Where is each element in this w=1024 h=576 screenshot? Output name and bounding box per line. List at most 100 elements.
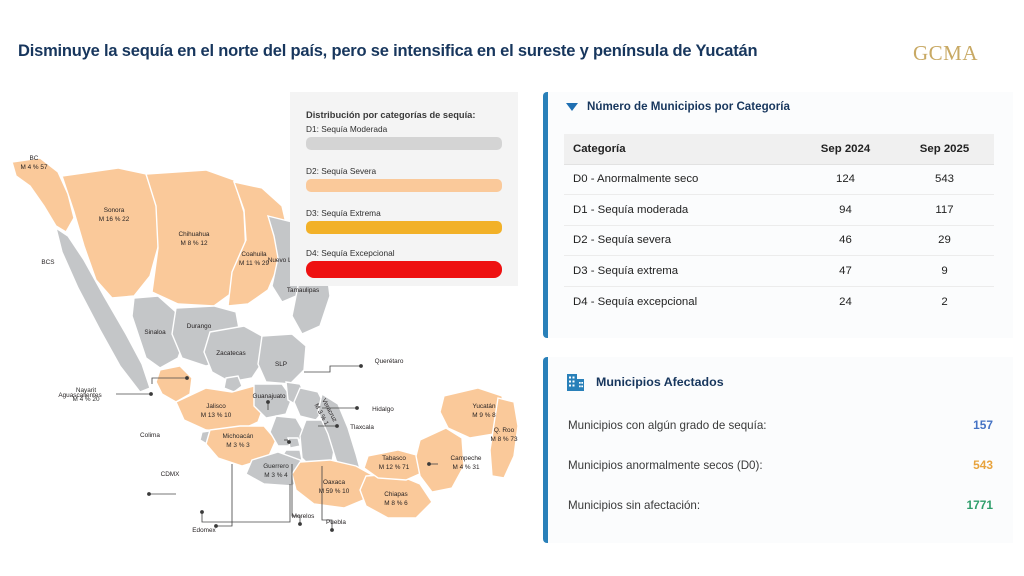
legend-label-d3: D3: Sequía Extrema xyxy=(306,208,381,218)
state-tabasco xyxy=(363,449,425,481)
map-label-tabasco-stat: M 12 % 71 xyxy=(379,464,410,471)
state-campeche xyxy=(415,427,465,493)
map-label-morelos: Morelos xyxy=(292,513,315,520)
state-aguascalientes xyxy=(223,375,243,393)
map-leader-lines xyxy=(116,364,438,532)
map-label-michoacan-name: Michoacán xyxy=(223,433,254,440)
map-label-chihuahua-stat: M 8 % 12 xyxy=(181,240,208,247)
legend-item-d4: D4: Sequía Excepcional xyxy=(306,248,502,278)
map-label-tlaxcala: Tlaxcala xyxy=(350,424,374,431)
legend-swatch-d3 xyxy=(306,221,502,234)
table-body: D0 - Anormalmente seco 124 543 D1 - Sequ… xyxy=(564,164,994,317)
map-label-coahuila-name: Coahuila xyxy=(241,251,267,258)
state-zacatecas xyxy=(203,325,265,383)
card-header: Municipios Afectados xyxy=(566,371,724,392)
legend-item-d3: D3: Sequía Extrema xyxy=(306,208,502,234)
map-label-chiapas-stat: M 8 % 6 xyxy=(384,500,408,507)
metric-row-anormalmente-secos: Municipios anormalmente secos (D0): 543 xyxy=(568,454,993,476)
map-label-yucatan-stat: M 9 % 8 xyxy=(472,412,496,419)
page-title: Disminuye la sequía en el norte del país… xyxy=(18,42,758,60)
map-label-queretaro: Querétaro xyxy=(375,358,404,365)
table-row: D3 - Sequía extrema 47 9 xyxy=(564,255,994,287)
map-label-sinaloa: Sinaloa xyxy=(144,329,166,336)
legend-title: Distribución por categorías de sequía: xyxy=(306,110,476,120)
map-label-nayarit-stat: M 4 % 20 xyxy=(73,396,100,403)
cell-categoria: D4 - Sequía excepcional xyxy=(573,295,698,308)
metric-value: 1771 xyxy=(966,498,993,512)
map-label-bc-stat: M 4 % 57 xyxy=(21,164,48,171)
legend-label-d2: D2: Sequía Severa xyxy=(306,166,377,176)
cell-sep2024: 94 xyxy=(796,194,895,226)
cell-categoria: D3 - Sequía extrema xyxy=(564,255,796,287)
map-label-slp: SLP xyxy=(275,361,287,368)
map-label-bcs: BCS xyxy=(41,259,54,266)
cell-sep2024: 47 xyxy=(796,255,895,287)
map-label-nayarit-name: Nayarit xyxy=(76,387,96,394)
title-bar: Disminuye la sequía en el norte del país… xyxy=(0,41,1024,80)
col-header-categoria: Categoría xyxy=(564,134,796,165)
metric-label: Municipios sin afectación: xyxy=(568,498,701,512)
metric-label: Municipios con algún grado de sequía: xyxy=(568,418,767,432)
card-accent-bar xyxy=(543,357,548,543)
map-label-jalisco-stat: M 13 % 10 xyxy=(201,412,232,419)
table-row: D0 - Anormalmente seco 124 543 xyxy=(564,164,994,195)
card-accent-bar xyxy=(543,92,548,338)
metric-value: 543 xyxy=(973,458,993,472)
table-row: D4 - Sequía excepcional 24 2 xyxy=(564,286,994,317)
map-label-sonora-name: Sonora xyxy=(104,207,125,214)
map-label-cdmx: CDMX xyxy=(161,471,181,478)
card-title: Municipios Afectados xyxy=(596,374,724,389)
gcma-logo: GCMA xyxy=(913,41,979,65)
map-label-coahuila-stat: M 11 % 29 xyxy=(239,260,270,267)
map-label-chihuahua-name: Chihuahua xyxy=(179,231,210,238)
card-header[interactable]: Número de Municipios por Categoría xyxy=(566,100,790,113)
map-label-aguascalientes: Aguascalientes xyxy=(58,392,101,399)
drought-legend: Distribución por categorías de sequía: D… xyxy=(290,92,518,286)
cell-sep2025: 543 xyxy=(895,164,994,195)
map-dry-labels: BC M 4 % 57 Sonora M 16 % 22 Chihuahua M… xyxy=(21,155,518,507)
map-label-campeche-stat: M 4 % 31 xyxy=(453,464,480,471)
categoria-table: Categoría Sep 2024 Sep 2025 D0 - Anormal… xyxy=(564,134,994,317)
cell-categoria: D0 - Anormalmente seco xyxy=(564,164,796,195)
metric-label: Municipios anormalmente secos (D0): xyxy=(568,458,763,472)
card-title: Número de Municipios por Categoría xyxy=(587,100,790,113)
state-sinaloa xyxy=(131,295,187,369)
state-chihuahua xyxy=(145,169,247,307)
map-label-michoacan-stat: M 3 % 3 xyxy=(226,442,250,449)
map-label-edomex: Edomex xyxy=(192,527,216,534)
map-plain-labels: BCS Sinaloa Durango Nuevo León Zacatecas… xyxy=(41,257,403,534)
cell-sep2025: 9 xyxy=(895,255,994,287)
map-label-tabasco-name: Tabasco xyxy=(382,455,406,462)
mexico-drought-map: BC M 4 % 57 Sonora M 16 % 22 Chihuahua M… xyxy=(0,120,530,540)
table-row: D2 - Sequía severa 46 29 xyxy=(564,225,994,256)
col-header-sep2025: Sep 2025 xyxy=(895,134,994,165)
map-label-oaxaca-name: Oaxaca xyxy=(323,479,345,486)
state-baja-california-sur xyxy=(54,226,151,393)
cell-categoria: D2 - Sequía severa xyxy=(564,225,796,256)
cell-sep2024: 24 xyxy=(839,295,852,308)
map-label-puebla: Puebla xyxy=(326,519,346,526)
map-label-tamaulipas: Tamaulipas xyxy=(287,287,319,294)
map-label-quintana-roo-stat: M 8 % 73 xyxy=(491,436,518,443)
state-slp xyxy=(257,333,307,385)
state-baja-california xyxy=(11,157,75,233)
map-svg: BC M 4 % 57 Sonora M 16 % 22 Chihuahua M… xyxy=(11,155,519,534)
metric-row-sin-afectacion: Municipios sin afectación: 1771 xyxy=(568,494,993,516)
building-icon xyxy=(567,374,584,391)
map-label-jalisco-name: Jalisco xyxy=(206,403,226,410)
cell-sep2025: 29 xyxy=(895,225,994,256)
cell-sep2024: 124 xyxy=(796,164,895,195)
map-label-zacatecas: Zacatecas xyxy=(216,350,245,357)
legend-item-d1: D1: Sequía Moderada xyxy=(306,124,502,150)
legend-item-d2: D2: Sequía Severa xyxy=(306,166,502,192)
triangle-down-icon[interactable] xyxy=(566,102,578,111)
map-label-guerrero-stat: M 3 % 4 xyxy=(264,472,288,479)
legend-swatch-d1 xyxy=(306,137,502,150)
state-oaxaca xyxy=(291,459,375,509)
cell-categoria: D1 - Sequía moderada xyxy=(564,194,796,226)
cell-sep2025: 2 xyxy=(941,295,948,308)
map-label-durango: Durango xyxy=(187,323,212,330)
state-coahuila xyxy=(227,181,289,307)
map-label-bc-name: BC xyxy=(30,155,39,162)
